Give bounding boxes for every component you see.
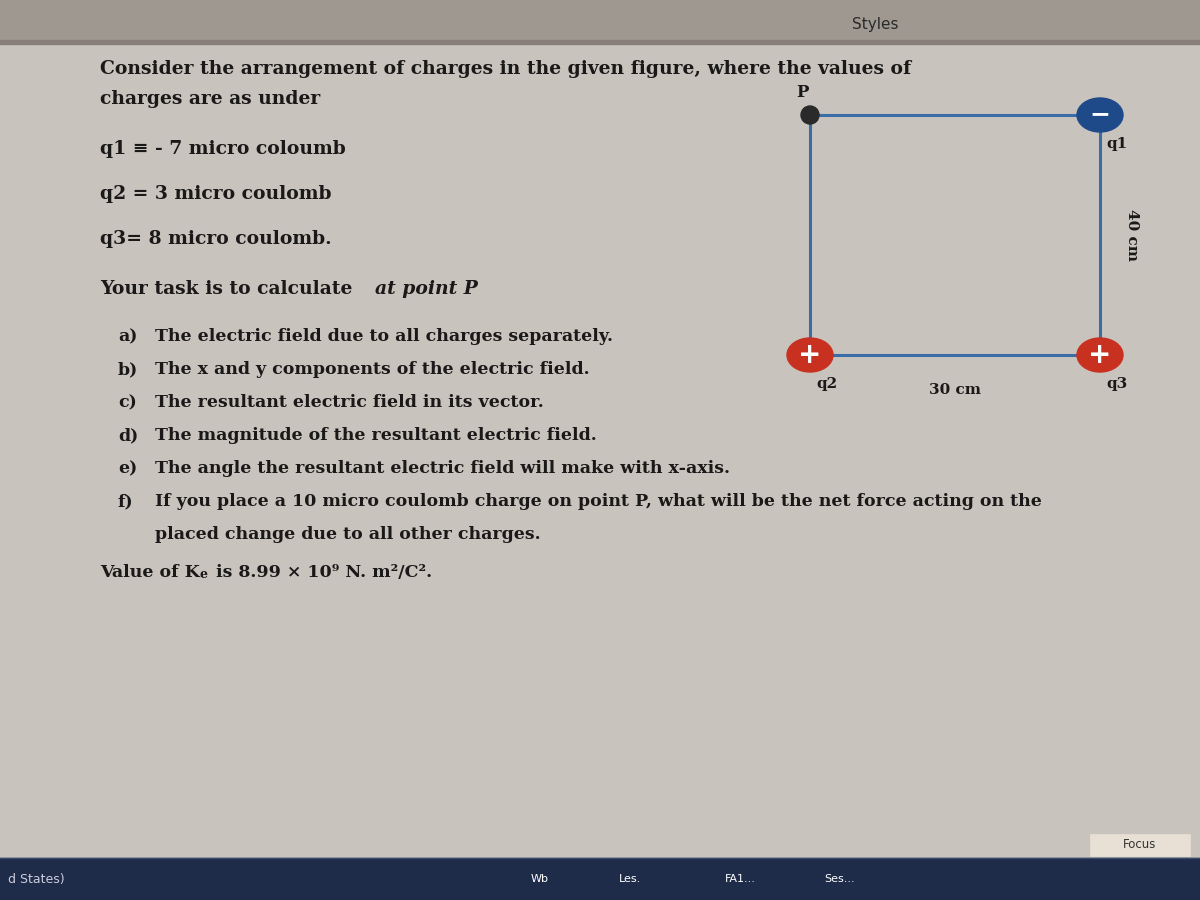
Text: The electric field due to all charges separately.: The electric field due to all charges se… xyxy=(155,328,613,345)
Text: −: − xyxy=(1090,102,1110,126)
Text: q2 = 3 micro coulomb: q2 = 3 micro coulomb xyxy=(100,185,331,203)
Text: Styles: Styles xyxy=(852,16,899,32)
Text: f): f) xyxy=(118,493,133,510)
Text: e): e) xyxy=(118,460,137,477)
Text: FA1...: FA1... xyxy=(725,874,756,884)
Text: d): d) xyxy=(118,427,138,444)
Bar xyxy=(0,750,1200,900)
Text: +: + xyxy=(1088,341,1111,369)
Bar xyxy=(0,150,1200,300)
Text: The angle the resultant electric field will make with x-axis.: The angle the resultant electric field w… xyxy=(155,460,730,477)
Text: d States): d States) xyxy=(8,872,65,886)
Circle shape xyxy=(802,106,818,124)
Text: q1: q1 xyxy=(1106,137,1127,151)
Text: q1 ≡ - 7 micro coloumb: q1 ≡ - 7 micro coloumb xyxy=(100,140,346,158)
Ellipse shape xyxy=(1078,98,1123,132)
Bar xyxy=(0,0,1200,40)
Bar xyxy=(0,40,1200,44)
Text: a): a) xyxy=(118,328,137,345)
Text: q3: q3 xyxy=(1106,377,1127,391)
Ellipse shape xyxy=(1078,338,1123,372)
Text: Consider the arrangement of charges in the given figure, where the values of: Consider the arrangement of charges in t… xyxy=(100,60,911,78)
Text: q2: q2 xyxy=(816,377,838,391)
Text: at point P: at point P xyxy=(374,280,478,298)
Text: c): c) xyxy=(118,394,137,411)
Text: is 8.99 × 10⁹ N. m²/C².: is 8.99 × 10⁹ N. m²/C². xyxy=(210,564,432,581)
Text: The resultant electric field in its vector.: The resultant electric field in its vect… xyxy=(155,394,544,411)
Bar xyxy=(0,600,1200,750)
Text: e: e xyxy=(200,568,208,581)
Text: q3= 8 micro coulomb.: q3= 8 micro coulomb. xyxy=(100,230,331,248)
Bar xyxy=(0,0,1200,150)
Text: The magnitude of the resultant electric field.: The magnitude of the resultant electric … xyxy=(155,427,596,444)
Text: Ses...: Ses... xyxy=(824,874,856,884)
Text: Les.: Les. xyxy=(619,874,641,884)
Text: Your task is to calculate: Your task is to calculate xyxy=(100,280,359,298)
Bar xyxy=(0,858,1200,900)
Text: 40 cm: 40 cm xyxy=(1126,209,1139,261)
Text: Value of K: Value of K xyxy=(100,564,199,581)
Bar xyxy=(0,300,1200,450)
Text: The x and y components of the electric field.: The x and y components of the electric f… xyxy=(155,361,589,378)
Text: P: P xyxy=(796,84,808,101)
Bar xyxy=(1090,834,1190,856)
Text: placed change due to all other charges.: placed change due to all other charges. xyxy=(155,526,541,543)
Text: If you place a 10 micro coulomb charge on point P, what will be the net force ac: If you place a 10 micro coulomb charge o… xyxy=(155,493,1042,510)
Ellipse shape xyxy=(787,338,833,372)
Text: Wb: Wb xyxy=(530,874,550,884)
Text: +: + xyxy=(798,341,822,369)
Text: b): b) xyxy=(118,361,138,378)
Text: Focus: Focus xyxy=(1123,839,1157,851)
Text: charges are as under: charges are as under xyxy=(100,90,320,108)
Text: 30 cm: 30 cm xyxy=(929,383,982,397)
Bar xyxy=(0,450,1200,600)
